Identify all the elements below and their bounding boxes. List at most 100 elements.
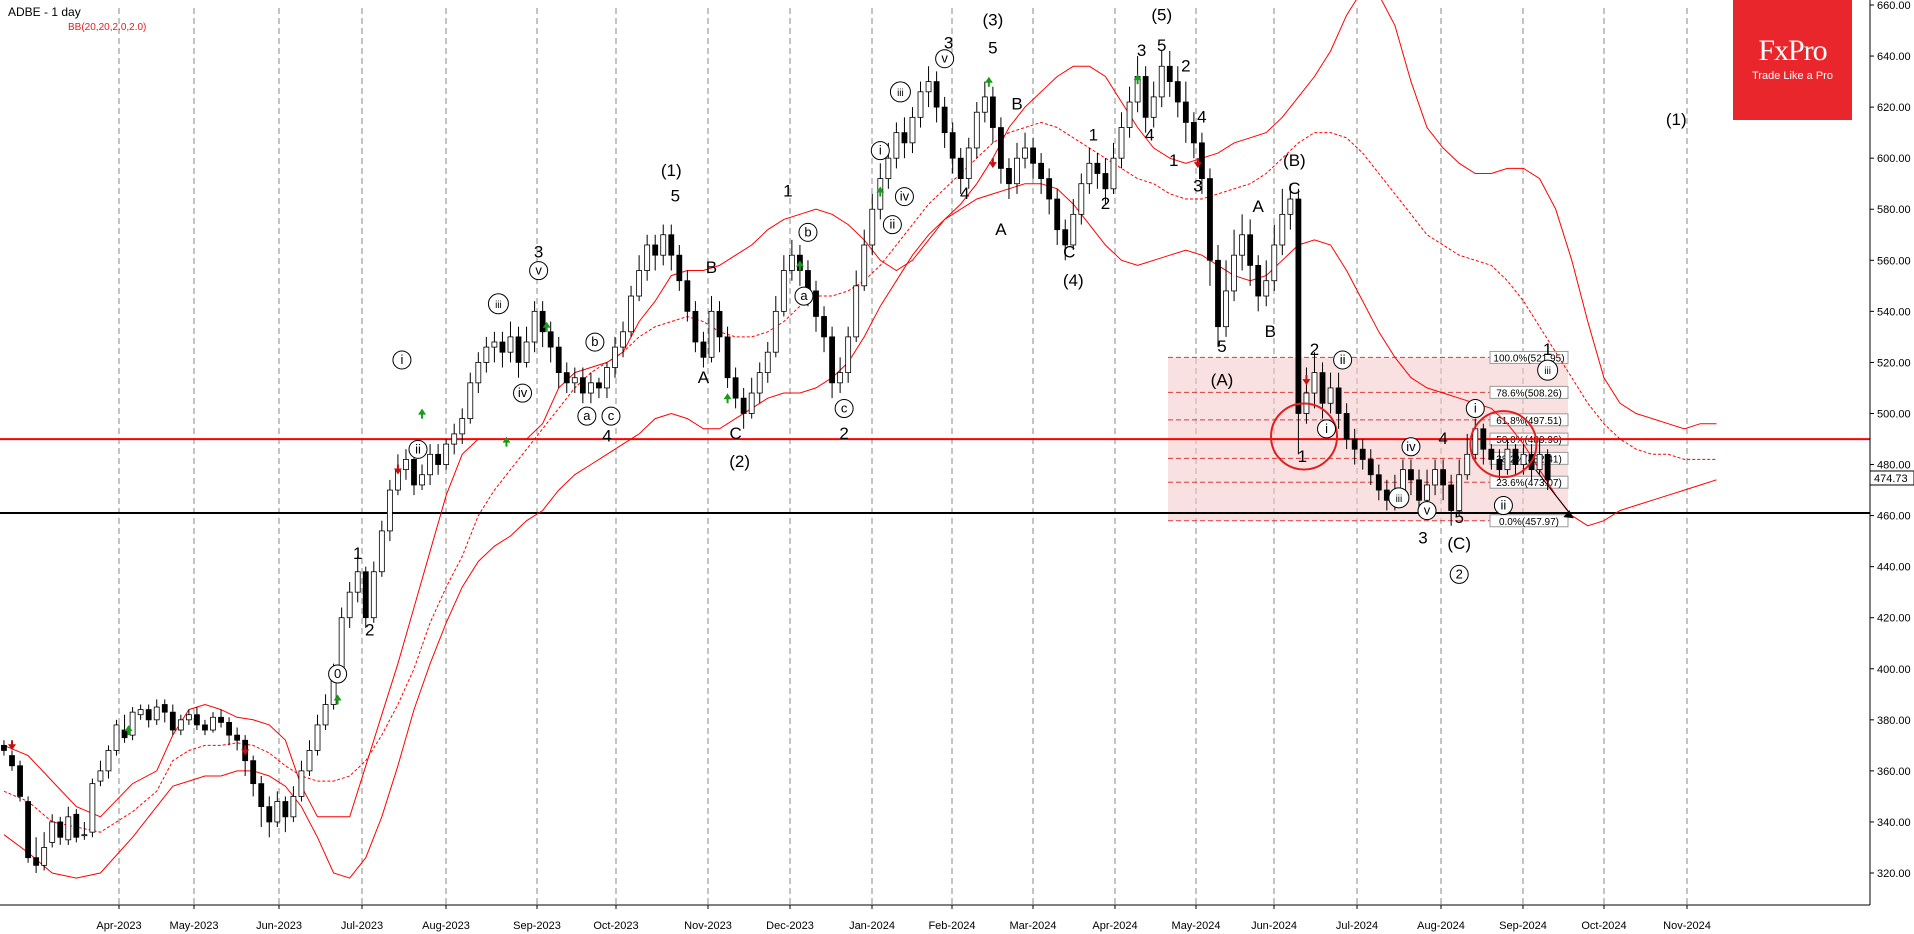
y-tick-label: 380.00 (1877, 715, 1911, 727)
fib-level-label: 0.0%(457.97) (1499, 517, 1559, 528)
candle-body (1512, 448, 1519, 465)
candle-body (346, 591, 353, 619)
candle-body (1158, 65, 1165, 98)
buy-arrow (542, 321, 551, 332)
x-tick-label: Aug-2024 (1417, 920, 1465, 932)
candle-body (17, 765, 23, 797)
wave-label-circle (1388, 487, 1410, 509)
candle-body (483, 346, 490, 363)
wave-label-circle (1465, 398, 1485, 418)
candle-body (1102, 173, 1109, 190)
candle-body (1014, 157, 1020, 185)
y-tick-label: 600.00 (1877, 153, 1911, 165)
y-tick-label: 520.00 (1877, 357, 1911, 369)
projection-arrow-line (1535, 469, 1574, 519)
candle-body (185, 714, 192, 721)
candle-body (700, 341, 707, 358)
candle-body (250, 760, 257, 785)
x-tick-label: Oct-2024 (1581, 920, 1626, 932)
sell-arrow (393, 464, 402, 475)
candle-body (547, 331, 554, 348)
candle-body (1343, 413, 1350, 440)
wave-label: 5 (671, 187, 680, 206)
wave-label: A (995, 220, 1007, 239)
wave-label: iii (1544, 366, 1551, 377)
candle-body (507, 336, 514, 353)
candle-body (1038, 162, 1045, 179)
candle-body (1247, 234, 1254, 266)
candle-body (998, 127, 1004, 169)
wave-label: iii (1396, 494, 1403, 505)
x-tick-label: Jan-2024 (849, 920, 895, 932)
candle-body (1271, 244, 1278, 282)
wave-label-circle (1401, 437, 1421, 457)
candle-body (973, 111, 980, 149)
candle-body (837, 372, 844, 384)
candle-body (628, 295, 634, 333)
current-price-box (1869, 470, 1914, 486)
brand-logo: FxPro Trade Like a Pro (1733, 0, 1852, 120)
fib-label-box (1489, 385, 1569, 399)
wave-label: C (1063, 243, 1075, 262)
candle-body (41, 847, 48, 866)
candle-body (234, 734, 241, 741)
wave-label: 2 (839, 424, 848, 443)
y-tick-label: 540.00 (1877, 306, 1911, 318)
wave-label: 3 (1418, 529, 1427, 548)
wave-label: 5 (1454, 508, 1463, 527)
candle-body (322, 704, 329, 726)
wave-label: 1 (1543, 340, 1552, 359)
candle-body (81, 834, 88, 837)
indicator-label: BB(20,20,2.0,2.0) (68, 22, 147, 33)
wave-label: ii (1340, 352, 1346, 367)
wave-label: 3 (1193, 176, 1202, 195)
candle-body (660, 234, 667, 256)
candle-body (1359, 448, 1366, 460)
wave-label-circle (1417, 501, 1437, 521)
candlesticks (1, 50, 1551, 873)
candle-body (1287, 198, 1294, 215)
bollinger-bands (3, 0, 1717, 879)
highlight-circle (1469, 410, 1538, 479)
candle-body (821, 316, 827, 338)
candle-body (523, 341, 530, 363)
y-tick-label: 560.00 (1877, 255, 1911, 267)
wave-label: i (1325, 421, 1328, 436)
candle-body (1006, 167, 1012, 185)
wave-label: 4 (1145, 125, 1154, 144)
buy-arrow (1133, 74, 1142, 85)
y-tick-label: 420.00 (1877, 613, 1911, 625)
wave-label-circle (513, 383, 533, 403)
candle-body (1126, 101, 1133, 128)
wave-label: 3 (944, 33, 953, 52)
candle-body (145, 709, 152, 721)
x-tick-label: Nov-2023 (684, 920, 732, 932)
wave-label: b (591, 334, 598, 349)
candle-body (1536, 453, 1543, 471)
candle-body (89, 783, 96, 833)
candle-body (378, 530, 385, 573)
wave-label: b (804, 224, 811, 239)
candle-body (780, 270, 787, 312)
candle-body (563, 372, 570, 384)
candle-body (893, 132, 900, 159)
candle-body (218, 716, 224, 723)
candle-body (1456, 474, 1463, 511)
candle-body (708, 310, 715, 358)
candle-body (370, 571, 377, 619)
candle-body (604, 367, 610, 389)
candle-body (668, 234, 675, 256)
y-tick-label: 360.00 (1877, 766, 1911, 778)
candle-body (258, 783, 265, 808)
wave-label: v (535, 263, 542, 278)
wave-label-circle (408, 439, 428, 459)
candle-body (732, 377, 739, 399)
candle-body (571, 377, 578, 384)
buy-arrow (333, 694, 342, 705)
candle-body (1215, 259, 1221, 328)
candle-body (1223, 290, 1229, 328)
wave-label: 5 (988, 39, 997, 58)
candle-body (1070, 213, 1077, 246)
candle-body (386, 489, 393, 532)
